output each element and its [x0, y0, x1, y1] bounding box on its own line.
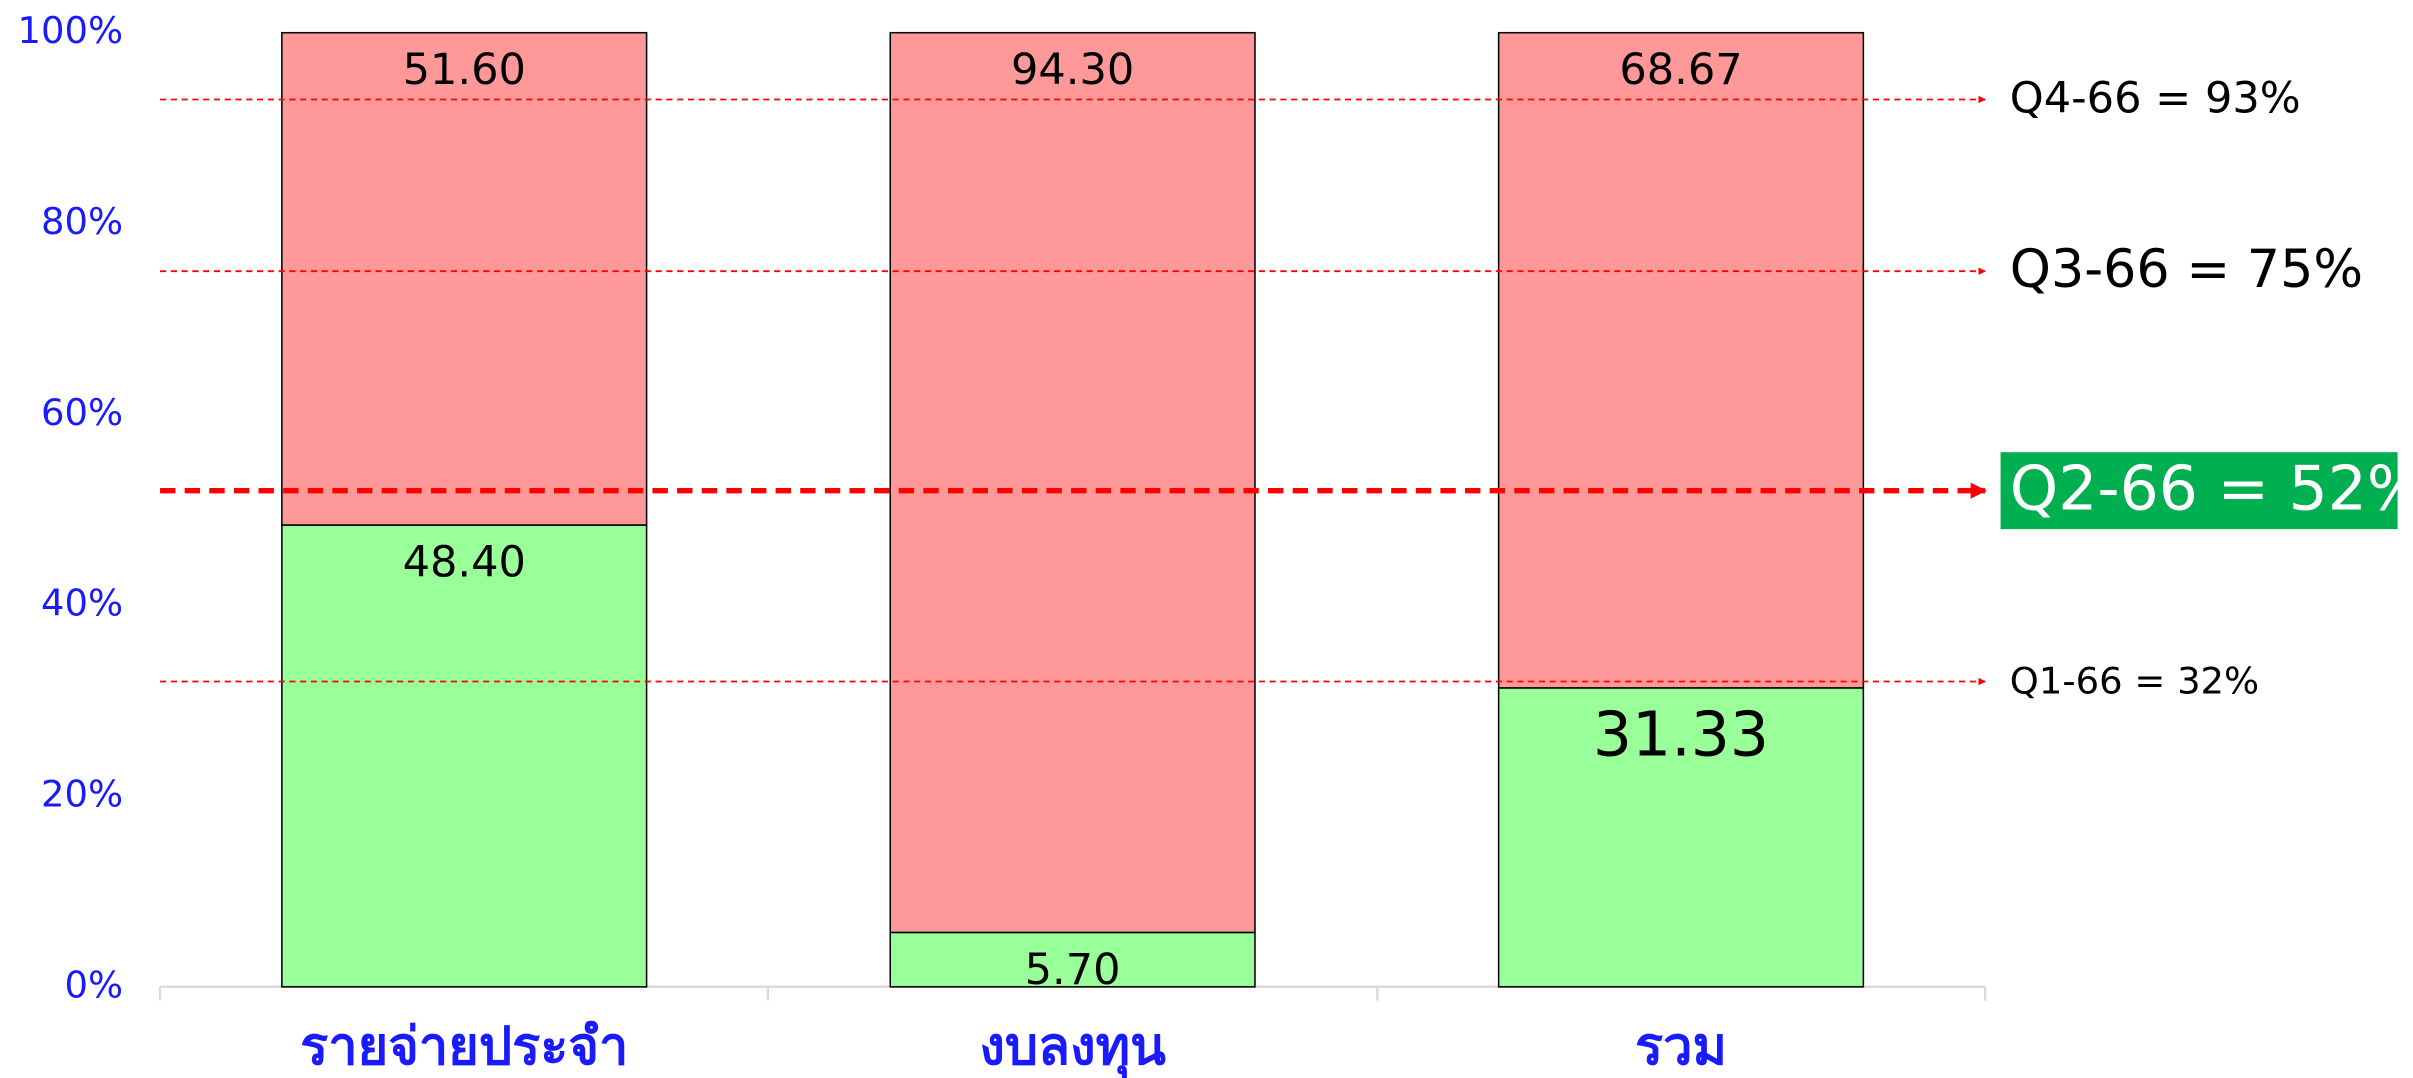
bar-segment: [1497, 31, 1865, 689]
bar-segment: [889, 31, 1256, 934]
reference-label: Q1-66 = 32%: [2010, 660, 2259, 703]
data-label: 48.40: [403, 538, 526, 588]
data-label: 51.60: [403, 45, 526, 95]
y-tick-label: 0%: [65, 963, 124, 1006]
data-label: 94.30: [1011, 45, 1134, 95]
bar-segment: [281, 524, 648, 988]
category-separators: [158, 986, 1987, 1001]
bar-segment: [281, 31, 648, 526]
bar-segment: [889, 931, 1256, 988]
x-tick-label: รวม: [1635, 1016, 1727, 1077]
y-tick-label: 40%: [41, 582, 123, 625]
y-tick-label: 100%: [18, 9, 124, 52]
annotation-box: [2000, 452, 2398, 530]
bar-segment: [1497, 687, 1865, 988]
data-label: 68.67: [1619, 45, 1742, 95]
x-tick-label: รายจ่ายประจำ: [300, 1016, 628, 1077]
y-tick-label: 60%: [41, 391, 123, 434]
data-label: 5.70: [1025, 945, 1121, 995]
y-tick-label: 20%: [41, 772, 123, 815]
reference-label: Q2-66 = 52%: [2010, 452, 2413, 524]
reference-label: Q4-66 = 93%: [2010, 74, 2301, 124]
reference-label: Q3-66 = 75%: [2010, 239, 2363, 300]
y-tick-label: 80%: [41, 200, 123, 243]
x-tick-label: งบลงทุน: [979, 1016, 1166, 1078]
data-label: 31.33: [1593, 699, 1769, 771]
